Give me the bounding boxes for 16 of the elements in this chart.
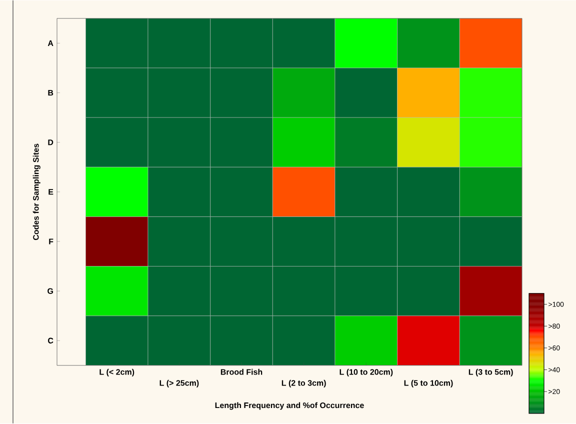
y-tick-label: A	[48, 40, 54, 46]
y-tick-label: F	[49, 238, 54, 244]
x-axis-title: Length Frequency and %of Occurrence	[215, 402, 364, 410]
x-tick-label: L (10 to 20cm)	[340, 369, 393, 376]
y-tick-label: G	[48, 288, 53, 294]
y-axis-title: Codes for Sampling Sites	[32, 144, 40, 240]
x-tick-label: L (5 to 10cm)	[404, 380, 453, 388]
x-tick-label: Brood Fish	[220, 369, 262, 375]
x-tick-label: L (3 to 5cm)	[468, 369, 513, 376]
y-tick-label: E	[48, 189, 54, 195]
x-tick-label: L (> 25cm)	[160, 380, 199, 388]
y-tick-label: B	[48, 90, 54, 96]
x-tick-label: L (2 to 3cm)	[282, 380, 326, 388]
y-tick-label: D	[48, 140, 54, 146]
x-tick-label: L (< 2cm)	[100, 369, 134, 376]
y-tick-label: C	[48, 338, 54, 344]
